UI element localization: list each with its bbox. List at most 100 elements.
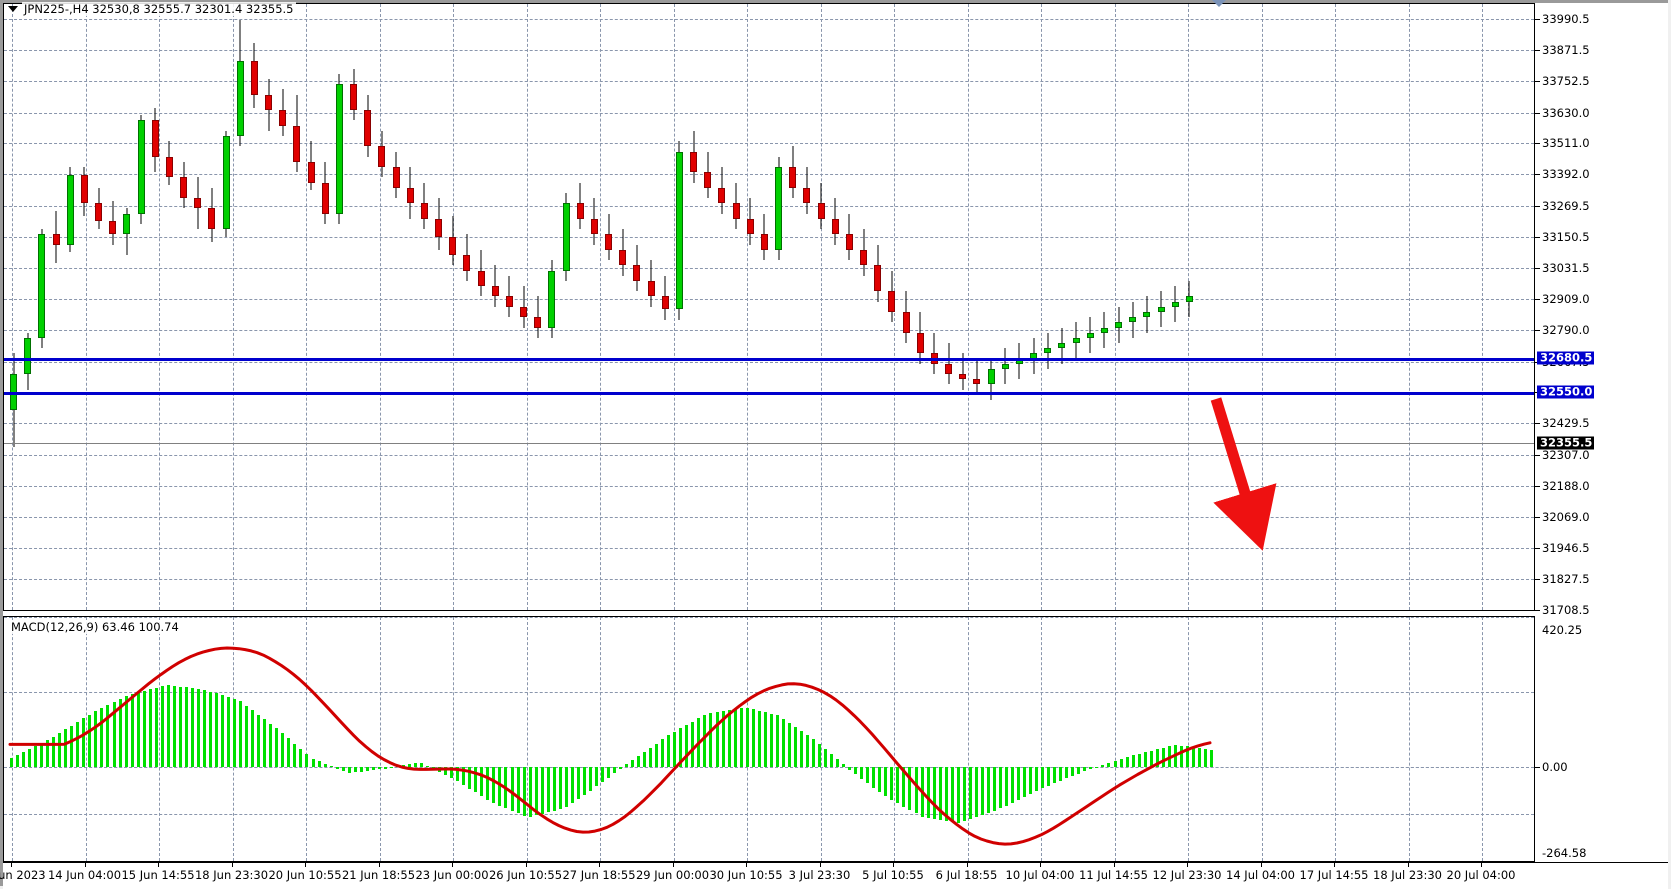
macd-histogram-bar	[733, 708, 737, 767]
macd-histogram-bar	[944, 766, 948, 821]
macd-histogram-bar	[824, 748, 828, 767]
candlestick	[690, 4, 697, 610]
candlestick	[888, 4, 896, 610]
candle-body	[1129, 317, 1137, 323]
macd-histogram-bar	[1125, 757, 1129, 767]
pane-divider-marker[interactable]	[1212, 0, 1226, 7]
candlestick	[505, 4, 513, 610]
time-axis-label: 30 Jun 10:55	[709, 868, 783, 882]
support-resistance-line[interactable]	[4, 358, 1534, 362]
candlestick	[619, 4, 627, 610]
candle-body	[505, 296, 513, 307]
macd-histogram-bar	[28, 749, 32, 767]
candlestick	[406, 4, 414, 610]
macd-indicator-pane[interactable]: MACD(12,26,9) 63.46 100.74	[3, 616, 1535, 862]
macd-histogram-bar	[914, 766, 918, 814]
macd-histogram-bar	[323, 763, 327, 767]
price-axis-label: 33150.5	[1542, 229, 1590, 244]
candle-body	[860, 249, 867, 266]
candle-body	[66, 174, 74, 245]
macd-histogram-bar	[625, 764, 629, 767]
candle-body	[520, 306, 527, 318]
macd-histogram-bar	[480, 766, 484, 797]
candlestick	[803, 4, 811, 610]
macd-histogram-bar	[444, 766, 448, 776]
price-axis-label: 31827.5	[1542, 572, 1590, 587]
candlestick	[265, 4, 272, 610]
macd-histogram-bar	[166, 685, 170, 767]
candlestick	[321, 4, 329, 610]
candle-body	[959, 374, 967, 380]
macd-histogram-bar	[305, 754, 309, 767]
candle-body	[477, 270, 485, 287]
candlestick	[151, 4, 159, 610]
macd-histogram-bar	[679, 728, 683, 767]
candle-body	[265, 94, 272, 111]
candle-body	[945, 363, 952, 375]
macd-histogram-bar	[106, 705, 110, 767]
time-axis-tick	[1481, 863, 1482, 867]
macd-histogram-bar	[281, 733, 285, 767]
price-axis-tick	[1535, 455, 1540, 457]
price-gridline	[4, 112, 1534, 114]
candle-body	[718, 187, 726, 204]
candlestick	[293, 4, 301, 610]
candle-body	[406, 187, 414, 204]
candlestick	[945, 4, 952, 610]
price-chart-pane[interactable]	[3, 3, 1535, 611]
chart-caret-icon[interactable]	[8, 6, 18, 12]
level-price-badge[interactable]: 32680.5	[1537, 351, 1595, 365]
price-gridline	[4, 299, 1534, 301]
candlestick	[973, 4, 981, 610]
candlestick	[1185, 4, 1193, 610]
time-axis-tick	[1113, 863, 1115, 867]
time-gridline	[1041, 4, 1042, 610]
macd-histogram-bar	[848, 766, 852, 770]
macd-histogram-bar	[643, 751, 647, 767]
candle-body	[307, 161, 315, 183]
macd-histogram-bar	[606, 766, 610, 778]
time-axis-tick	[966, 863, 968, 867]
candlestick	[109, 4, 117, 610]
level-price-badge[interactable]: 32550.0	[1537, 385, 1595, 399]
macd-histogram-bar	[34, 746, 38, 767]
candlestick	[548, 4, 556, 610]
macd-histogram-bar	[190, 688, 194, 767]
candlestick	[392, 4, 400, 610]
current-price-line[interactable]	[4, 442, 1534, 444]
macd-histogram-bar	[878, 766, 882, 792]
macd-histogram-bar	[510, 766, 514, 811]
candlestick	[364, 4, 372, 610]
price-axis-tick	[1535, 19, 1540, 21]
price-axis[interactable]: 33990.5 33871.5 33752.5 33630.0 33511.0 33392…	[1535, 3, 1668, 616]
macd-axis[interactable]: 420.25 0.00 -264.58	[1535, 616, 1668, 862]
macd-histogram-bar	[600, 766, 604, 783]
macd-histogram-bar	[1011, 766, 1014, 803]
macd-histogram-bar	[902, 766, 906, 807]
time-axis-label: 11 Jul 14:55	[1079, 868, 1148, 882]
macd-histogram-bar	[365, 766, 369, 771]
time-gridline	[1335, 4, 1336, 610]
candle-body	[293, 125, 301, 162]
price-gridline	[4, 19, 1534, 21]
price-axis-label: 33269.5	[1542, 199, 1590, 213]
macd-histogram-bar	[172, 685, 176, 767]
candle-wick	[508, 275, 510, 318]
time-axis-label: 14 Jul 04:00	[1226, 868, 1295, 882]
candlestick	[959, 4, 967, 610]
candlestick	[1030, 4, 1037, 610]
macd-histogram-bar	[649, 747, 653, 767]
time-gridline	[232, 4, 234, 610]
candlestick	[449, 4, 457, 610]
time-axis-label: 15 Jun 14:55	[121, 868, 195, 882]
support-resistance-line[interactable]	[4, 392, 1534, 396]
candle-wick	[962, 353, 964, 390]
price-axis-label: 32429.5	[1542, 416, 1590, 431]
candle-body	[619, 249, 627, 266]
macd-histogram-bar	[1143, 752, 1147, 767]
candle-body	[874, 265, 882, 292]
candle-body	[321, 182, 329, 214]
current-price-badge[interactable]: 32355.5	[1537, 436, 1595, 450]
time-axis-tick	[84, 863, 86, 867]
